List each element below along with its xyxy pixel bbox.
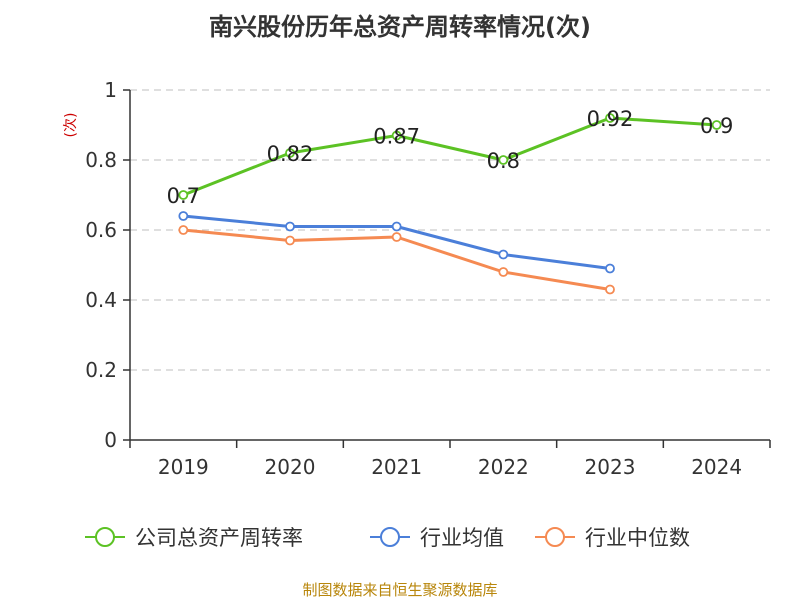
series-lines [178, 113, 722, 295]
legend-label: 行业中位数 [585, 526, 690, 550]
y-tick-label: 0.6 [85, 218, 117, 242]
data-point [391, 232, 402, 242]
data-point [605, 263, 615, 274]
legend-item: 行业均值 [370, 526, 504, 550]
grid-lines [130, 89, 770, 371]
data-labels: 0.7 0.82 0.87 0.8 0.92 0.9 [167, 107, 734, 208]
data-point [498, 155, 509, 165]
legend: 公司总资产周转率 行业均值 行业中位数 [85, 526, 690, 550]
data-point [498, 267, 509, 277]
data-label: 0.9 [700, 114, 733, 138]
chart-title: 南兴股份历年总资产周转率情况(次) [209, 13, 591, 41]
data-label: 0.8 [487, 149, 520, 173]
x-tick-label: 2022 [478, 455, 529, 479]
source-note: 制图数据来自恒生聚源数据库 [302, 581, 497, 599]
data-point [391, 221, 402, 232]
data-point [711, 120, 722, 130]
series-line [182, 116, 717, 197]
data-label: 0.92 [587, 107, 634, 131]
data-label: 0.87 [373, 125, 420, 149]
legend-marker [95, 527, 115, 547]
x-tick-label: 2024 [691, 455, 742, 479]
data-point [605, 113, 615, 123]
y-tick-label: 0.4 [85, 288, 117, 312]
legend-label: 行业均值 [420, 526, 504, 550]
data-point [178, 225, 189, 235]
data-point [285, 235, 295, 246]
y-tick-label: 1 [104, 78, 117, 102]
data-label: 0.82 [267, 142, 314, 166]
data-point [285, 221, 295, 232]
legend-marker [380, 527, 400, 547]
legend-marker [545, 527, 565, 547]
legend-item: 公司总资产周转率 [85, 526, 303, 550]
x-tick-label: 2021 [371, 455, 422, 479]
data-point [391, 130, 402, 141]
y-tick-label: 0.2 [85, 358, 117, 382]
data-point [498, 249, 509, 260]
data-point [178, 190, 189, 200]
x-tick-label: 2020 [265, 455, 316, 479]
y-tick-label: 0 [104, 428, 117, 452]
y-axis-unit-label: (次) [63, 113, 79, 138]
data-point [178, 211, 189, 221]
data-label: 0.7 [167, 184, 200, 208]
data-point [605, 284, 615, 295]
x-tick-label: 2019 [158, 455, 209, 479]
legend-item: 行业中位数 [535, 526, 690, 550]
axes: 0 0.2 0.4 0.6 0.8 1 2019 2020 2021 2022 2023 2024 [85, 78, 771, 479]
data-point [285, 148, 295, 158]
x-tick-label: 2023 [585, 455, 636, 479]
legend-label: 公司总资产周转率 [135, 526, 303, 550]
y-tick-label: 0.8 [85, 148, 117, 172]
